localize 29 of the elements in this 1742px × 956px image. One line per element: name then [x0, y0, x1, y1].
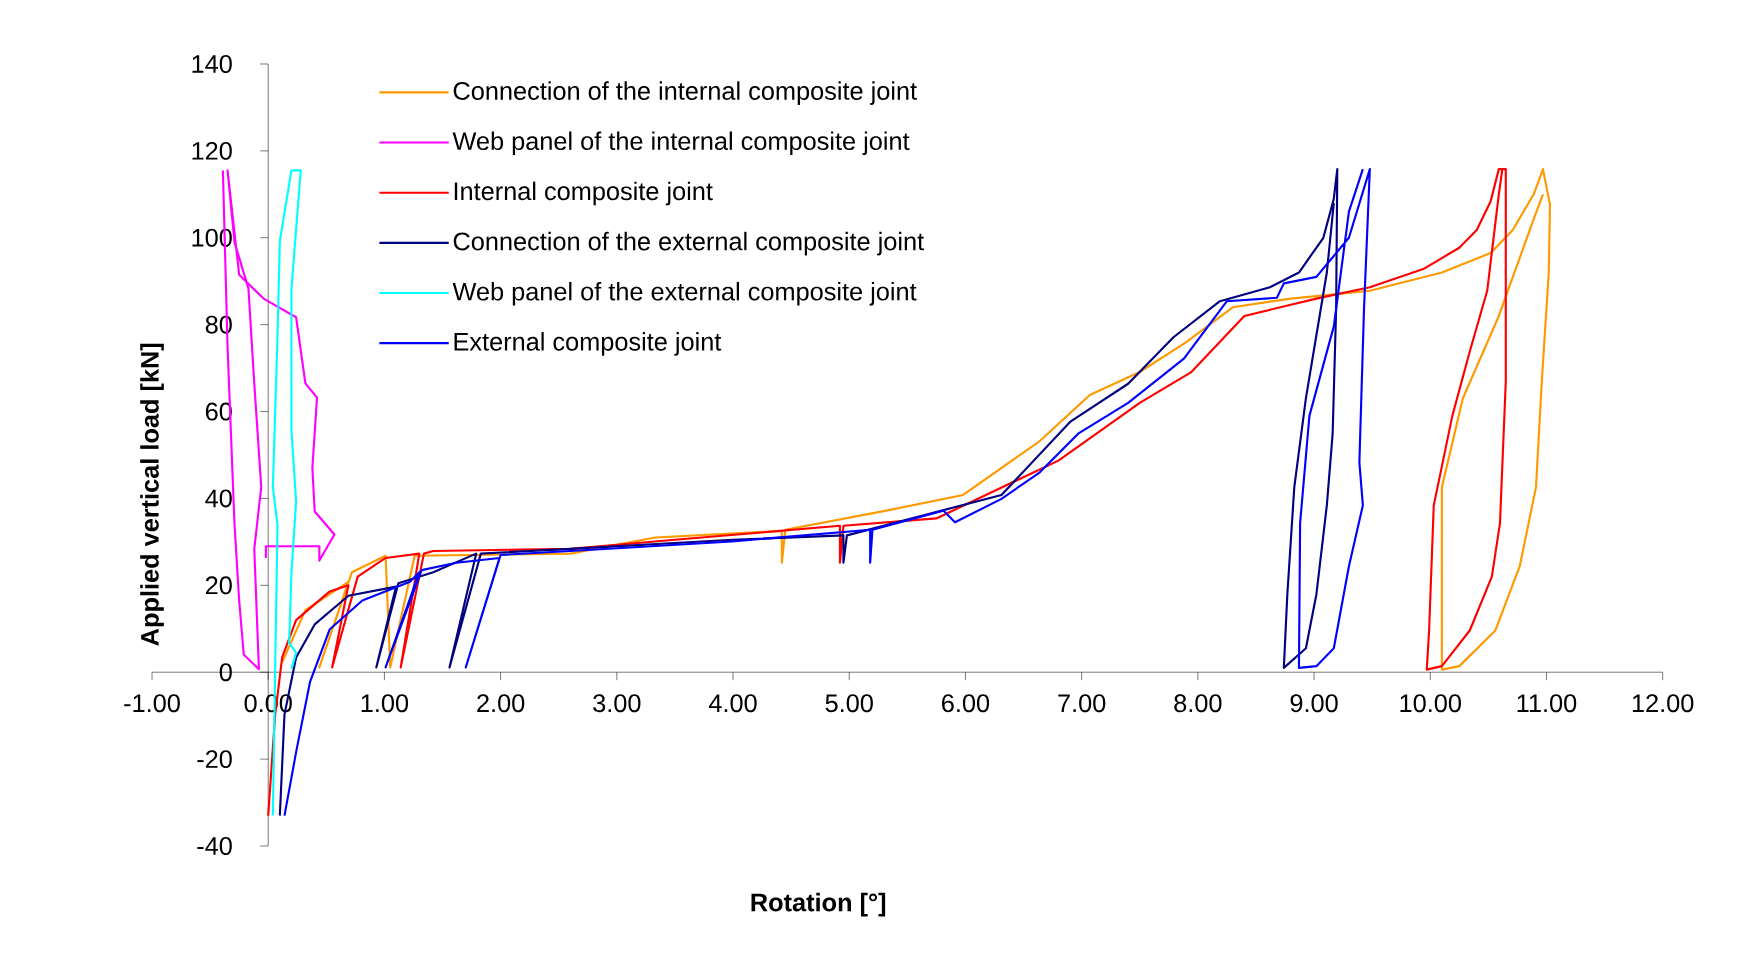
legend-label: Connection of the internal composite joint	[453, 81, 917, 105]
y-tick-label: 140	[192, 55, 232, 73]
x-tick-label: 1.00	[361, 694, 409, 713]
x-tick-label: 5.00	[825, 694, 873, 713]
x-tick-label: 9.00	[1290, 694, 1338, 713]
x-tick-label: 6.00	[942, 694, 990, 713]
y-axis-title: Applied vertical load [kN]	[140, 343, 164, 646]
x-tick-label: 12.00	[1632, 694, 1694, 713]
x-tick-label: 7.00	[1058, 694, 1106, 713]
x-tick-label: 11.00	[1517, 694, 1577, 713]
y-tick-label: 0	[219, 663, 232, 682]
x-tick-label: 4.00	[708, 694, 757, 713]
legend-label: Web panel of the external composite joint	[452, 281, 917, 306]
legend-label: Web panel of the internal composite joint	[452, 131, 910, 156]
y-tick-label: 20	[205, 576, 232, 595]
x-axis-title: Rotation [°]	[751, 892, 886, 917]
y-tick-label: -20	[197, 750, 232, 769]
y-tick-label: 120	[192, 141, 232, 160]
legend-label: Connection of the external composite joint	[453, 231, 924, 256]
x-tick-label: 3.00	[593, 694, 641, 713]
x-tick-label: 2.00	[477, 694, 525, 713]
x-tick-label: 10.00	[1400, 694, 1461, 713]
y-tick-label: 40	[205, 489, 232, 508]
x-tick-label: 8.00	[1174, 694, 1222, 713]
legend-label: External composite joint	[454, 332, 722, 356]
y-tick-label: -40	[197, 837, 232, 855]
legend-label: Internal composite joint	[454, 181, 713, 206]
x-tick-label: -1.00	[124, 694, 180, 713]
line-series	[281, 168, 1552, 671]
